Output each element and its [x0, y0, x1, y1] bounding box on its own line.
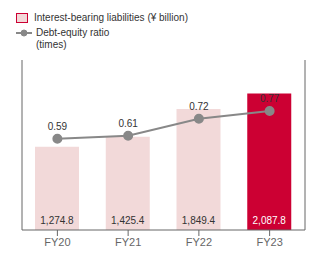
svg-text:1,849.4: 1,849.4	[182, 215, 216, 226]
html-text:Interest-bearing liabilities (: Interest-bearing liabilities (¥ billion)	[34, 12, 188, 23]
svg-text:0.59: 0.59	[48, 121, 68, 132]
svg-text:0.77: 0.77	[260, 93, 280, 104]
svg-text:FY23: FY23	[256, 236, 282, 248]
html-text:Debt-equity ratio (times): Debt-equity ratio (times)	[36, 27, 110, 50]
svg-text:FY21: FY21	[115, 236, 141, 248]
svg-text:0.72: 0.72	[189, 101, 209, 112]
svg-text:2,087.8: 2,087.8	[253, 215, 287, 226]
svg-text:0.61: 0.61	[118, 118, 138, 129]
svg-text:1,274.8: 1,274.8	[40, 215, 74, 226]
svg-text:FY22: FY22	[186, 236, 212, 248]
svg-text:1,425.4: 1,425.4	[111, 215, 145, 226]
svg-text:FY20: FY20	[44, 236, 70, 248]
